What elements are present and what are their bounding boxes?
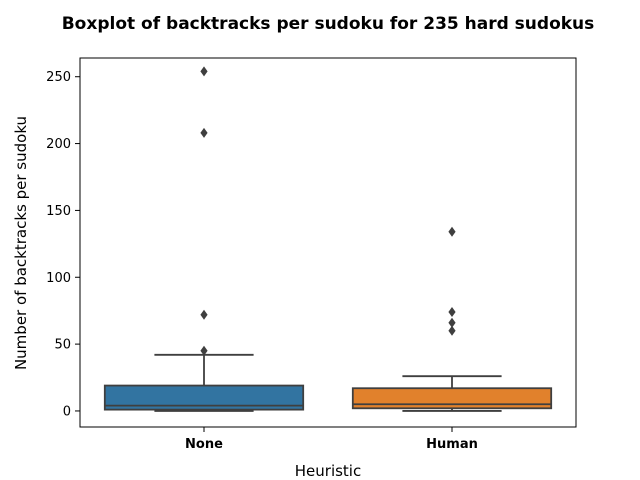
y-tick-label: 100 bbox=[46, 271, 71, 286]
outlier-point bbox=[200, 309, 208, 320]
y-tick-label: 250 bbox=[46, 70, 71, 85]
chart-title: Boxplot of backtracks per sudoku for 235… bbox=[62, 14, 595, 34]
box-group-none bbox=[103, 66, 305, 412]
outlier-point bbox=[448, 307, 456, 318]
outlier-point bbox=[448, 325, 456, 336]
y-tick-label: 50 bbox=[54, 338, 71, 353]
y-tick-label: 150 bbox=[46, 204, 71, 219]
outlier-point bbox=[448, 317, 456, 328]
y-axis-label: Number of backtracks per sudoku bbox=[12, 116, 30, 370]
plot-frame bbox=[79, 57, 577, 428]
outlier-point bbox=[200, 345, 208, 356]
y-tick-label: 200 bbox=[46, 137, 71, 152]
outlier-point bbox=[448, 226, 456, 237]
y-axis: 0 50 100 150 200 250 bbox=[46, 70, 80, 419]
iqr-box bbox=[351, 387, 553, 410]
x-axis-label: Heuristic bbox=[295, 462, 361, 480]
x-axis: None Human bbox=[185, 427, 478, 452]
outlier-point bbox=[200, 127, 208, 138]
outlier-point bbox=[200, 66, 208, 77]
box-group-human bbox=[351, 226, 553, 412]
x-tick-label: None bbox=[185, 437, 223, 452]
x-tick-label: Human bbox=[426, 437, 478, 452]
boxes bbox=[103, 66, 553, 412]
y-tick-label: 0 bbox=[63, 404, 71, 419]
